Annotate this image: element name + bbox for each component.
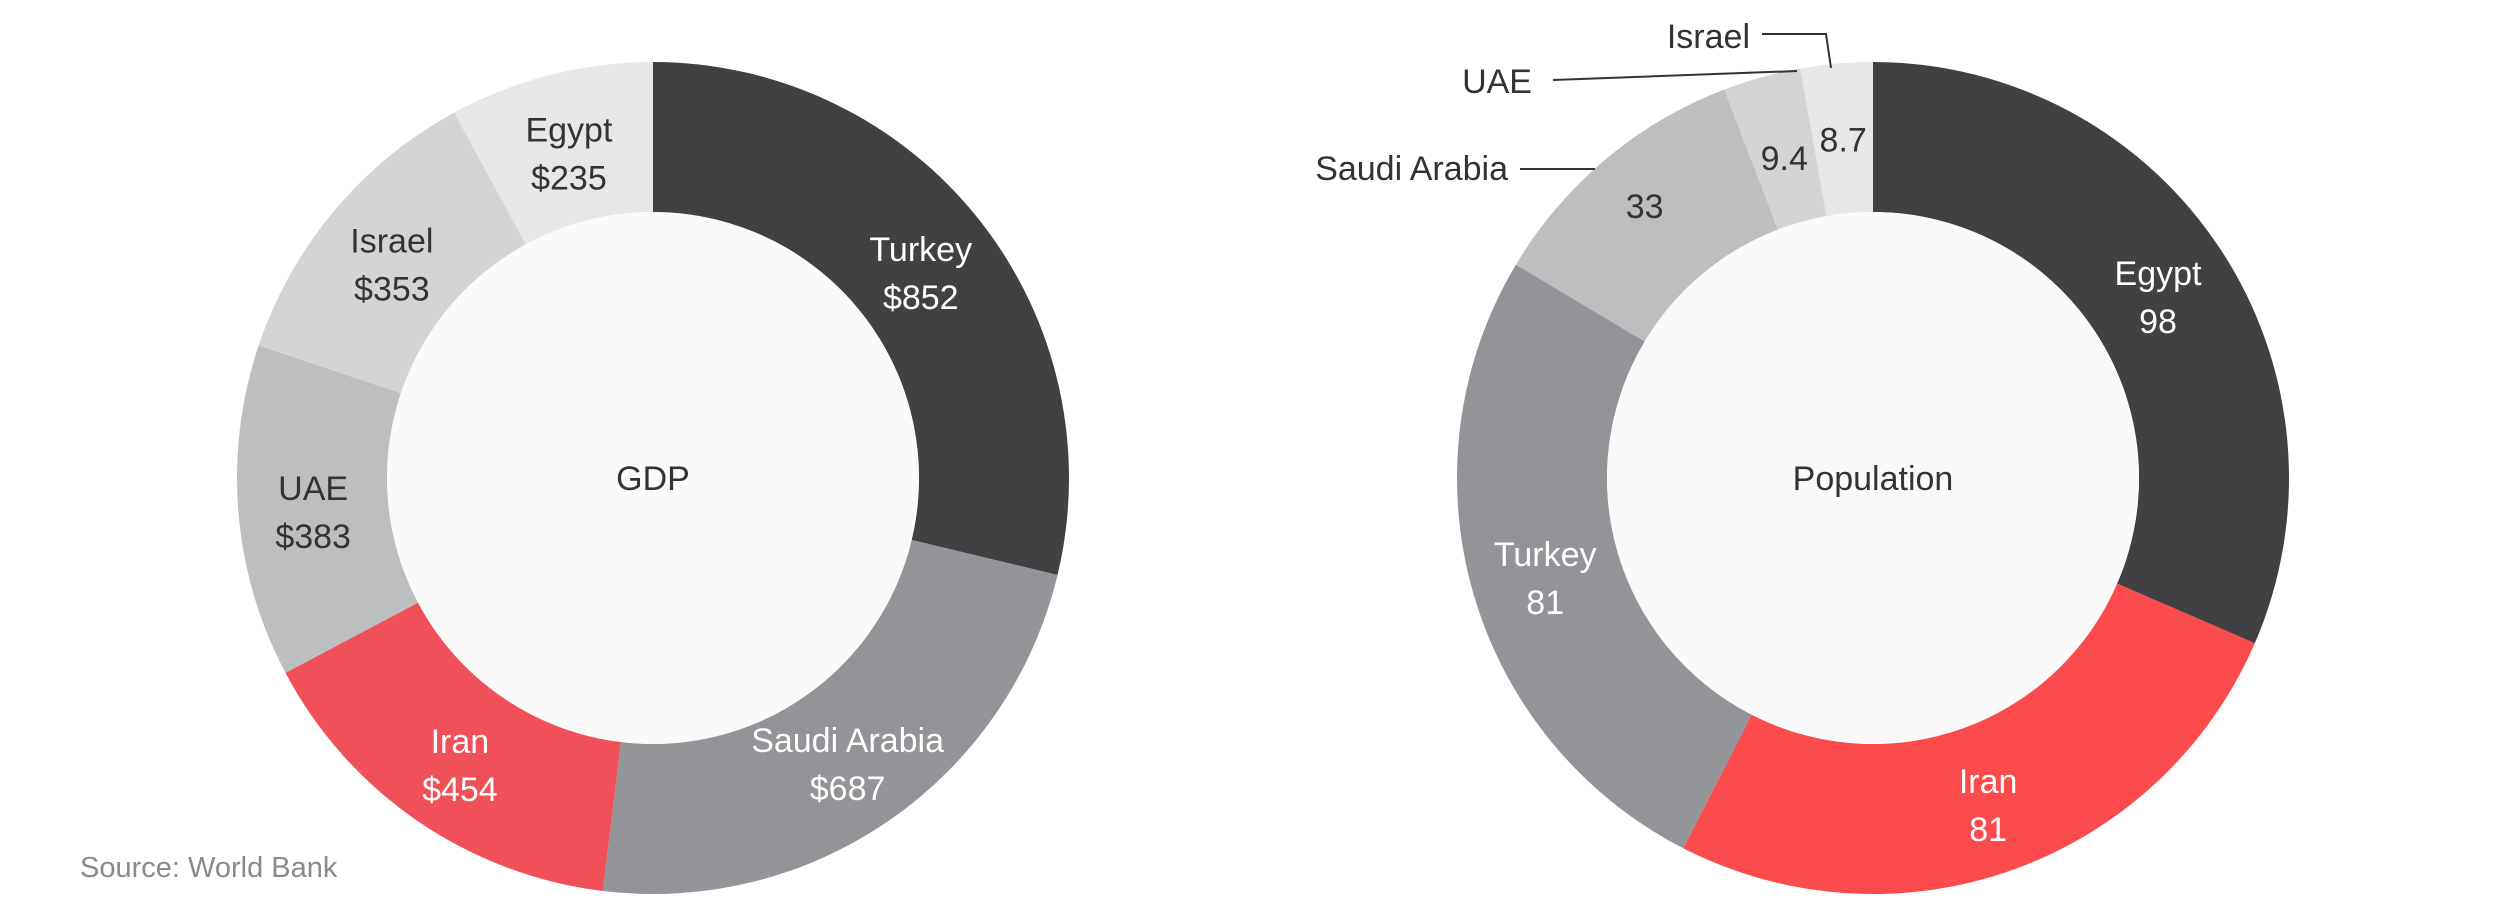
gdp-slice-saudi-arabia [602, 540, 1058, 895]
pop-center-disc [1607, 212, 2139, 744]
gdp-label-saudi-arabia: Saudi Arabia $687 [751, 722, 944, 808]
pop-leader-israel [1762, 33, 1832, 69]
pop-leader-uae [1552, 70, 1798, 81]
pop-value-israel: 8.7 [1820, 121, 1867, 159]
pop-slice-saudi-arabia [1515, 89, 1778, 342]
gdp-center-label: GDP [616, 460, 690, 498]
gdp-slice-iran [285, 602, 621, 891]
gdp-slice-turkey [653, 62, 1069, 575]
gdp-label-turkey: Turkey $852 [869, 231, 972, 317]
pop-slice-israel [1800, 62, 1873, 217]
gdp-value-iran: $454 [422, 771, 498, 809]
gdp-slice-egypt [454, 61, 653, 245]
pop-value-uae: 9.4 [1761, 140, 1808, 178]
source-note: Source: World Bank [80, 852, 338, 884]
gdp-label-iran: Iran $454 [422, 723, 498, 809]
pop-label-turkey: Turkey 81 [1494, 536, 1597, 622]
gdp-donut-chart: Turkey $852 Saudi Arabia $687 Iran $454 UAE $38… [237, 61, 1069, 895]
pop-label-israel: Israel [1667, 18, 1750, 56]
pop-value-iran: 81 [1969, 811, 2007, 849]
pop-label-iran: Iran 81 [1959, 763, 2018, 849]
pop-center-label: Population [1793, 460, 1954, 498]
population-donut-chart: Egypt 98 Iran 81 Turkey 81 33 Saudi Arabia 9.4 UA… [1315, 18, 2289, 894]
gdp-label-egypt: Egypt $235 [525, 112, 612, 198]
pop-label-saudi-arabia: Saudi Arabia [1315, 150, 1508, 188]
gdp-value-saudi-arabia: $687 [810, 770, 886, 808]
pop-label-uae: UAE [1462, 63, 1532, 101]
pop-slice-iran [1683, 583, 2255, 894]
pop-value-turkey: 81 [1526, 584, 1564, 622]
pop-value-egypt: 98 [2139, 303, 2177, 341]
pop-slice-turkey [1456, 264, 1752, 849]
pop-slice-uae [1724, 68, 1827, 230]
pop-slice-egypt [1873, 62, 2289, 644]
gdp-slice-uae [237, 345, 418, 673]
gdp-value-egypt: $235 [531, 160, 607, 198]
gdp-value-turkey: $852 [883, 279, 959, 317]
pop-label-egypt: Egypt 98 [2115, 255, 2202, 341]
gdp-label-uae: UAE $383 [275, 470, 351, 556]
gdp-label-israel: Israel $353 [350, 223, 433, 309]
gdp-value-israel: $353 [354, 271, 430, 309]
gdp-center-disc [387, 212, 919, 744]
gdp-value-uae: $383 [275, 518, 351, 556]
gdp-slice-israel [258, 112, 526, 394]
pop-value-saudi-arabia: 33 [1626, 188, 1664, 226]
